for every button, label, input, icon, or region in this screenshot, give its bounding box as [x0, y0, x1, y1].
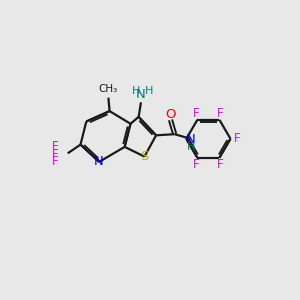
Text: F: F: [52, 140, 59, 153]
Text: H: H: [187, 142, 195, 152]
Text: F: F: [217, 107, 224, 120]
Text: F: F: [193, 158, 200, 170]
Text: N: N: [94, 155, 104, 168]
Text: F: F: [52, 148, 59, 160]
Text: H: H: [145, 86, 153, 96]
Text: N: N: [136, 88, 146, 101]
Text: CH₃: CH₃: [99, 84, 118, 94]
Text: O: O: [165, 108, 175, 121]
Text: F: F: [234, 132, 241, 145]
Text: F: F: [193, 107, 200, 120]
Text: N: N: [186, 133, 196, 146]
Text: F: F: [217, 158, 224, 170]
Text: F: F: [52, 155, 59, 168]
Text: H: H: [132, 86, 140, 96]
Text: S: S: [140, 150, 148, 163]
